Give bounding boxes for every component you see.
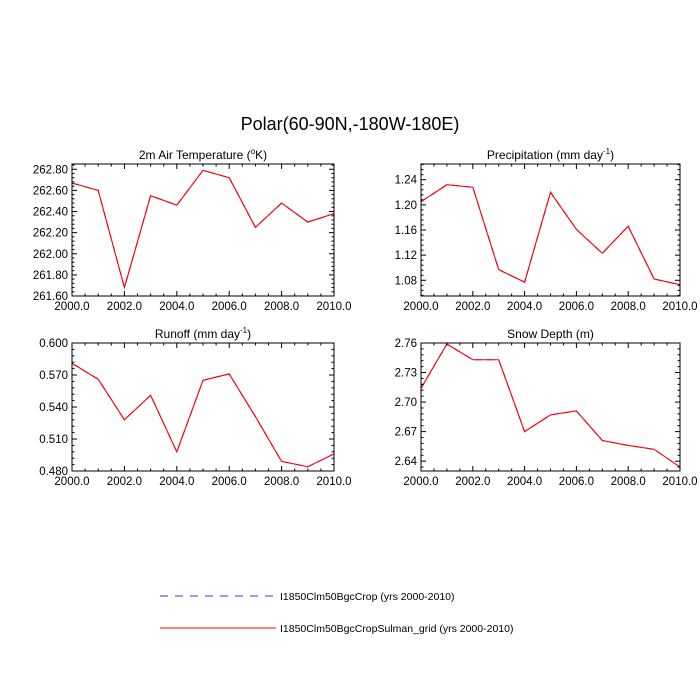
panel-title: Snow Depth (m) — [507, 327, 594, 341]
y-tick-label: 2.73 — [395, 368, 417, 380]
y-tick-label: 0.600 — [39, 338, 68, 350]
plot-frame — [420, 342, 681, 472]
y-tick-label: 0.480 — [39, 466, 68, 478]
panel-air-temp: 2m Air Temperature (oK) 2000.0 2002.0 2004.… — [33, 147, 352, 313]
y-tick-label: 0.570 — [39, 370, 68, 382]
panel-precipitation: Precipitation (mm day-1) 2000.0 2002.0 2004… — [395, 147, 698, 313]
x-tick-label: 2000.0 — [403, 301, 438, 313]
y-tick-label: 262.00 — [33, 249, 68, 261]
series-line-crop — [71, 169, 335, 290]
x-tick-label: 2000.0 — [403, 476, 438, 488]
panel-snow-depth: Snow Depth (m) 2000.0 2002.0 2004.0 2006.0 20… — [395, 327, 698, 488]
y-tick-label: 2.76 — [395, 338, 417, 350]
y-tick-label: 261.60 — [33, 291, 68, 303]
x-tick-label: 2004.0 — [159, 301, 194, 313]
plot-frame — [71, 163, 335, 297]
figure-title: Polar(60-90N,-180W-180E) — [241, 114, 460, 134]
y-tick-label: 1.12 — [395, 250, 417, 262]
panels-group: 2m Air Temperature (oK) 2000.0 2002.0 2004.… — [33, 147, 698, 488]
x-tick-label: 2008.0 — [611, 476, 646, 488]
x-tick-label: 2000.0 — [54, 476, 89, 488]
x-tick-label: 2004.0 — [507, 476, 542, 488]
y-tick-label: 1.08 — [395, 275, 417, 287]
y-tick-label: 0.540 — [39, 402, 68, 414]
y-tick-label: 262.60 — [33, 185, 68, 197]
panel-title: 2m Air Temperature (oK) — [139, 147, 267, 162]
y-tick-label: 2.70 — [395, 397, 417, 409]
x-tick-label: 2006.0 — [559, 476, 594, 488]
series-line-sulman — [420, 184, 681, 286]
panel-runoff: Runoff (mm day-1) 2000.0 2002.0 2004.0 2006.… — [39, 326, 351, 488]
x-tick-label: 2010.0 — [316, 301, 351, 313]
y-tick-label: 1.20 — [395, 200, 417, 212]
plot-frame — [420, 163, 681, 297]
y-tick-label: 2.64 — [395, 456, 418, 468]
y-tick-label: 262.40 — [33, 207, 68, 219]
y-tick-label: 262.20 — [33, 228, 68, 240]
x-tick-label: 2008.0 — [264, 301, 299, 313]
plot-frame — [71, 342, 335, 472]
x-tick-label: 2004.0 — [507, 301, 542, 313]
series-line-sulman — [71, 169, 335, 290]
panel-title: Runoff (mm day-1) — [155, 326, 251, 341]
y-tick-label: 2.67 — [395, 427, 417, 439]
x-tick-label: 2008.0 — [264, 476, 299, 488]
x-tick-label: 2002.0 — [107, 476, 142, 488]
y-tick-label: 0.510 — [39, 434, 68, 446]
x-tick-label: 2010.0 — [316, 476, 351, 488]
x-tick-label: 2006.0 — [212, 476, 247, 488]
series-line-crop — [420, 343, 681, 468]
x-tick-label: 2000.0 — [54, 301, 89, 313]
x-tick-label: 2010.0 — [662, 301, 697, 313]
panel-title: Precipitation (mm day-1) — [487, 147, 614, 162]
x-tick-label: 2004.0 — [159, 476, 194, 488]
legend-label-crop: I1850Clm50BgcCrop (yrs 2000-2010) — [280, 591, 455, 603]
series-line-crop — [420, 184, 681, 286]
y-tick-label: 1.24 — [395, 175, 418, 187]
x-tick-label: 2010.0 — [662, 476, 697, 488]
series-line-crop — [71, 362, 335, 468]
x-tick-label: 2006.0 — [559, 301, 594, 313]
x-tick-label: 2008.0 — [611, 301, 646, 313]
x-tick-label: 2002.0 — [455, 301, 490, 313]
series-line-sulman — [71, 362, 335, 468]
x-tick-label: 2002.0 — [455, 476, 490, 488]
legend: I1850Clm50BgcCrop (yrs 2000-2010) I1850C… — [160, 591, 513, 635]
x-tick-label: 2002.0 — [107, 301, 142, 313]
series-line-sulman — [420, 343, 681, 468]
y-tick-label: 1.16 — [395, 225, 417, 237]
y-tick-label: 261.80 — [33, 270, 68, 282]
legend-label-sulman: I1850Clm50BgcCropSulman_grid (yrs 2000-2… — [280, 623, 513, 635]
y-tick-label: 262.80 — [33, 164, 68, 176]
x-tick-label: 2006.0 — [212, 301, 247, 313]
